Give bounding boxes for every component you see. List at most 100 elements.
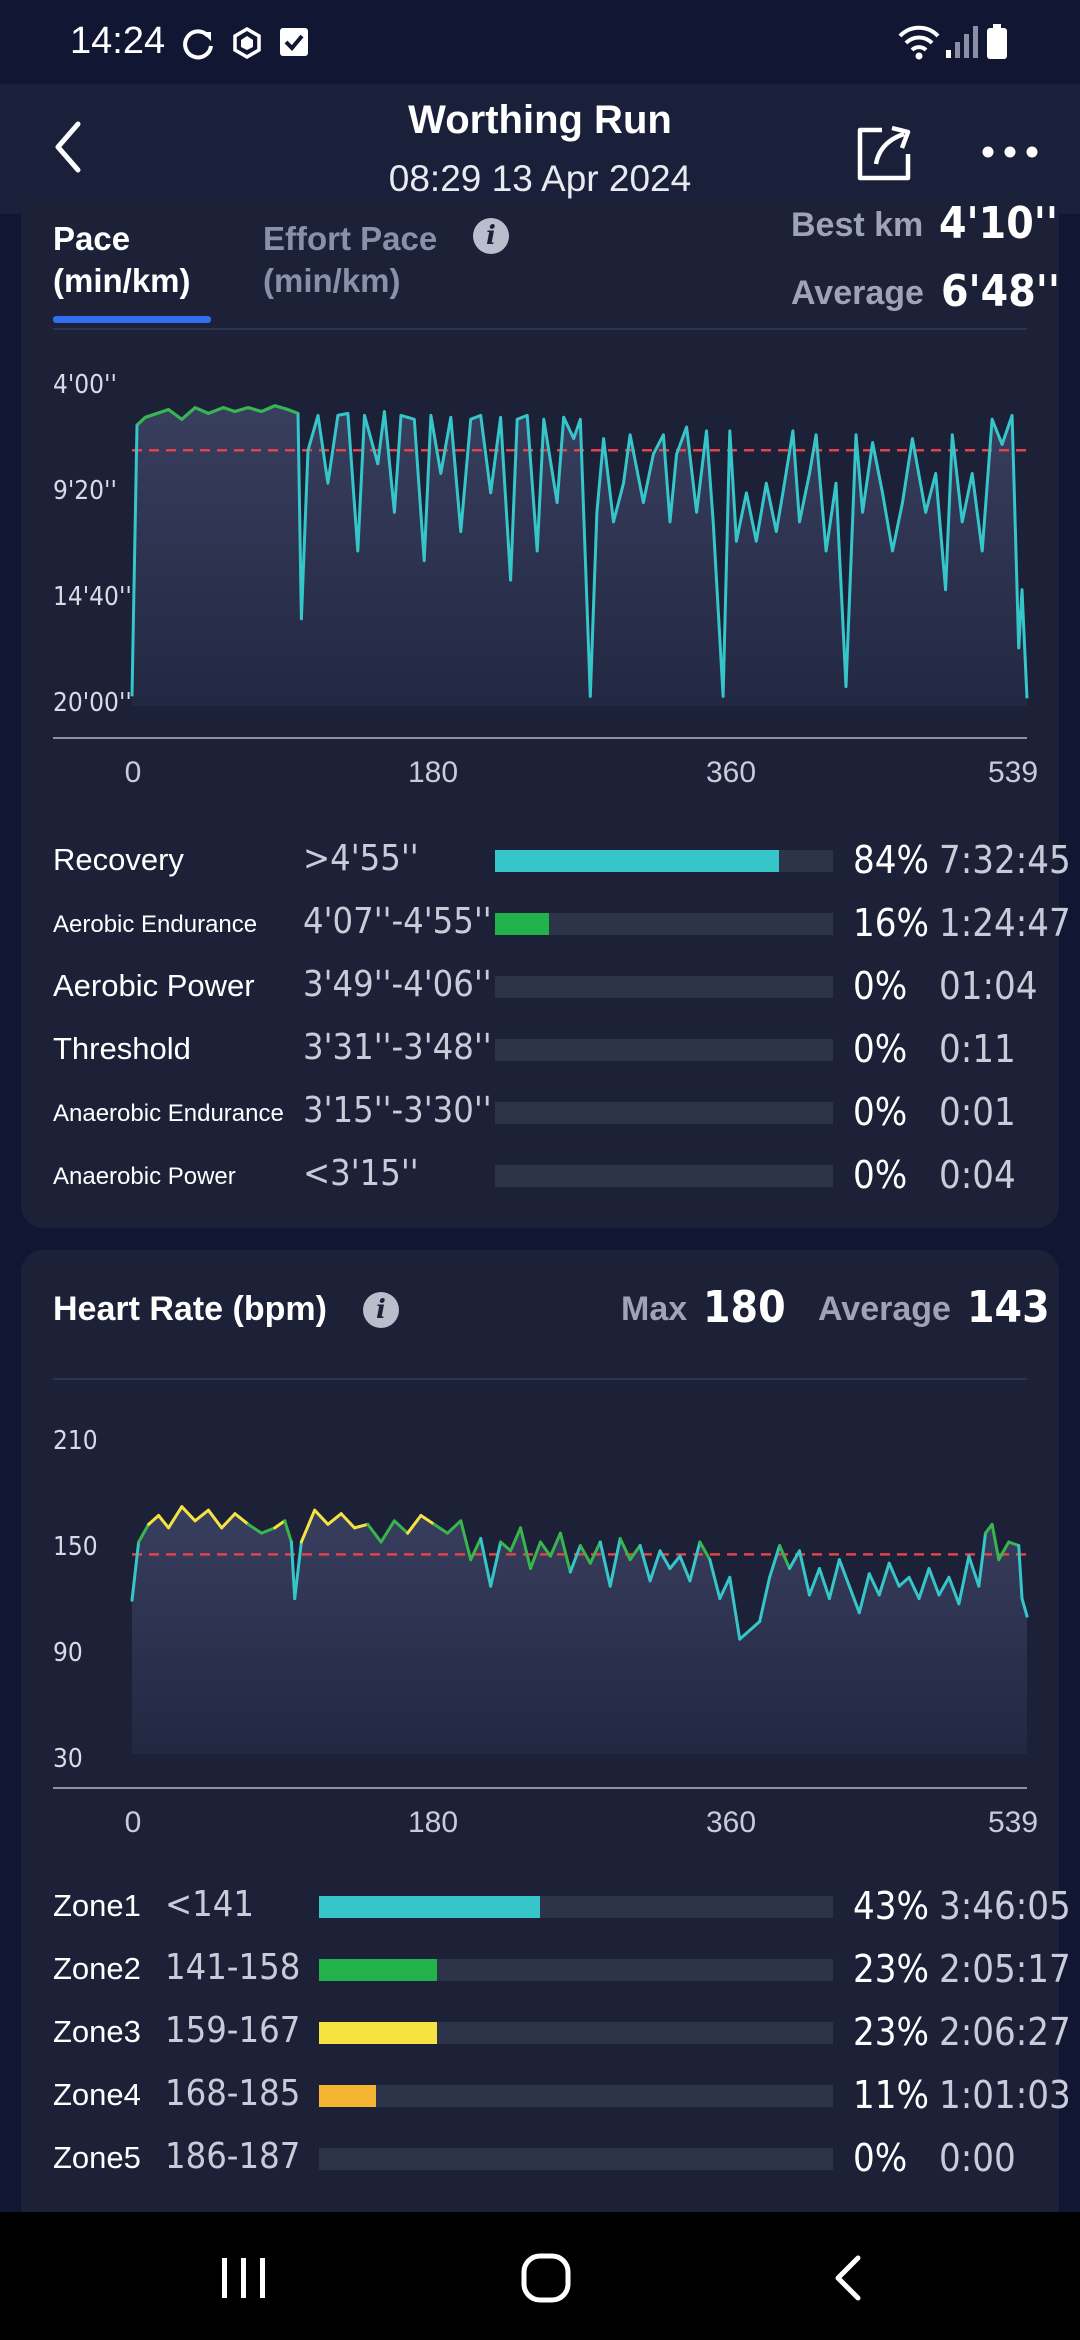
hr-x-tick: 539 (987, 1806, 1039, 1839)
zone-duration: 01:04 (939, 964, 1038, 1008)
hr-line-segment (837, 1558, 851, 1588)
zone-row: Anaerobic Power <3'15'' 0% 0:04 (53, 1151, 1043, 1201)
signal-icon (946, 26, 978, 58)
hr-line-segment (608, 1536, 622, 1588)
hr-line-segment (167, 1505, 184, 1530)
hr-line-segment (857, 1572, 871, 1615)
hr-line-segment (313, 1508, 330, 1526)
hr-line-segment (728, 1575, 742, 1641)
pace-x-tick: 539 (987, 756, 1039, 789)
heart-rate-card: Heart Rate (bpm) i Max 180 Average 143 2… (21, 1250, 1071, 2280)
hr-line-segment (489, 1540, 503, 1588)
hr-y-tick: 90 (53, 1638, 83, 1668)
hr-line-segment (817, 1567, 831, 1601)
hr-line-segment (419, 1514, 436, 1526)
hr-line-segment (392, 1519, 410, 1535)
hr-line-segment (648, 1549, 662, 1583)
hr-line-segment (147, 1514, 161, 1526)
hr-line-segment (193, 1508, 210, 1523)
hr-line-segment (897, 1575, 911, 1588)
hr-line-segment (406, 1514, 423, 1535)
zone-name: Recovery (53, 842, 184, 877)
sync-icon (183, 29, 213, 60)
pace-line (130, 404, 1029, 699)
pace-average-label: Average (791, 274, 924, 312)
zone-bar-fill (495, 850, 779, 872)
hr-line-segment (907, 1575, 921, 1601)
back-button[interactable] (40, 112, 100, 182)
tab-effort-pace[interactable]: Effort Pace (min/km) (263, 218, 437, 302)
pace-average-value: 6'48'' (941, 266, 1060, 317)
hr-line-segment (568, 1544, 582, 1574)
zone-duration: 7:32:45 (939, 838, 1071, 882)
home-button[interactable] (518, 2250, 574, 2306)
zone-duration: 3:46:05 (939, 1884, 1071, 1928)
hr-line-segment (847, 1584, 861, 1615)
hr-line-segment (529, 1540, 542, 1570)
hr-x-tick: 0 (124, 1806, 142, 1839)
pace-card: Pace (min/km) Effort Pace (min/km) i Bes… (21, 198, 1071, 1228)
hr-line-segment (293, 1540, 303, 1601)
zone-percent: 0% (853, 2136, 908, 2180)
share-button[interactable] (852, 120, 918, 186)
tab-pace[interactable]: Pace (min/km) (53, 218, 191, 302)
system-back-button[interactable] (826, 2252, 870, 2304)
hr-line-segment (588, 1540, 602, 1565)
zone-range: 3'15''-3'30'' (303, 1090, 492, 1131)
zone-range: <141 (165, 1884, 254, 1925)
battery-icon (987, 24, 1007, 59)
zone-bar-track (319, 1959, 833, 1981)
zone-bar-track (495, 1165, 833, 1187)
hr-line-segment (748, 1620, 762, 1632)
hr-line-segment (180, 1505, 197, 1523)
hr-line-segment (379, 1519, 396, 1544)
more-options-button[interactable] (978, 132, 1042, 172)
zone-row: Zone3 159-167 23% 2:06:27 (53, 2008, 1071, 2058)
hr-line-segment (130, 1540, 141, 1602)
zone-duration: 1:24:47 (939, 901, 1071, 945)
tab-pace-label: Pace (53, 220, 131, 257)
page-title: Worthing Run (408, 98, 672, 142)
zone-name: Zone1 (53, 1888, 141, 1923)
hr-line-segment (977, 1531, 987, 1588)
effort-pace-info-icon[interactable]: i (473, 218, 509, 254)
zone-duration: 0:00 (939, 2136, 1016, 2180)
heart-rate-title: Heart Rate (bpm) (53, 1290, 327, 1328)
hr-line-segment (937, 1575, 951, 1597)
pace-y-tick: 14'40'' (53, 582, 132, 612)
hr-y-tick: 210 (53, 1426, 98, 1456)
heart-rate-chart (53, 1505, 1029, 1789)
zone-duration: 2:05:17 (939, 1947, 1071, 1991)
zone-bar-track (495, 1102, 833, 1124)
hr-line-segment (628, 1544, 642, 1562)
zone-name: Zone5 (53, 2140, 141, 2175)
zone-range: 3'31''-3'48'' (303, 1027, 492, 1068)
hr-line-segment (598, 1540, 612, 1588)
heart-rate-info-icon[interactable]: i (363, 1292, 399, 1328)
hr-line-segment (548, 1531, 562, 1558)
zone-duration: 2:06:27 (939, 2010, 1071, 2054)
zone-percent: 0% (853, 1027, 908, 1071)
hr-line-segment (459, 1519, 473, 1562)
zone-bar-track (495, 913, 833, 935)
zone-row: Recovery >4'55'' 84% 7:32:45 (53, 836, 1071, 886)
hr-line-segment (827, 1558, 841, 1601)
zone-bar-fill (319, 2085, 376, 2107)
hr-line-segment (469, 1536, 483, 1562)
hr-line-segment (432, 1522, 449, 1535)
recent-apps-button[interactable] (216, 2254, 272, 2302)
zone-name: Zone2 (53, 1951, 141, 1986)
hr-line-segment (768, 1544, 782, 1579)
hr-line-segment (479, 1536, 493, 1588)
zone-range: >4'55'' (303, 838, 419, 879)
zone-bar-track (319, 2085, 833, 2107)
tab-effort-pace-label: Effort Pace (263, 220, 438, 257)
hr-line-segment (927, 1567, 941, 1597)
zone-row: Aerobic Endurance 4'07''-4'55'' 16% 1:24:47 (53, 899, 1071, 949)
zone-bar-track (319, 2022, 833, 2044)
hr-line-segment (1017, 1544, 1024, 1601)
zone-row: Zone5 186-187 0% 0:00 (53, 2134, 1043, 2184)
zone-percent: 23% (853, 2010, 929, 2054)
zone-percent: 43% (853, 1884, 929, 1928)
hr-line-segment (299, 1508, 317, 1544)
